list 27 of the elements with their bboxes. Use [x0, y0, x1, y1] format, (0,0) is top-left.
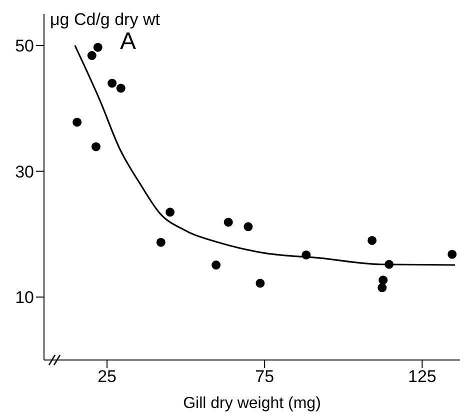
point — [448, 250, 457, 259]
point — [256, 278, 265, 288]
point — [368, 236, 377, 245]
point — [378, 276, 388, 285]
y-tick-label: 50 — [15, 36, 34, 56]
point — [224, 218, 233, 227]
point — [87, 51, 96, 60]
point — [108, 78, 117, 88]
point — [384, 260, 394, 269]
point — [156, 238, 166, 247]
point — [166, 208, 175, 217]
point — [244, 222, 253, 232]
point — [93, 42, 102, 52]
point — [72, 118, 82, 127]
point — [92, 142, 100, 152]
point — [116, 84, 126, 93]
annotation: A — [120, 28, 136, 56]
y-tick-label: 10 — [15, 288, 34, 308]
point — [212, 260, 221, 270]
x-tick-label: 25 — [98, 367, 116, 386]
x-axis-title: Gill dry weight (mg) — [183, 395, 321, 412]
y-tick-label: 30 — [15, 162, 34, 182]
point — [302, 250, 311, 260]
y-axis-title: μg Cd/g dry wt — [50, 10, 160, 30]
x-tick-label: 75 — [255, 367, 274, 386]
x-tick-label: 125 — [408, 367, 436, 386]
point — [378, 283, 387, 292]
